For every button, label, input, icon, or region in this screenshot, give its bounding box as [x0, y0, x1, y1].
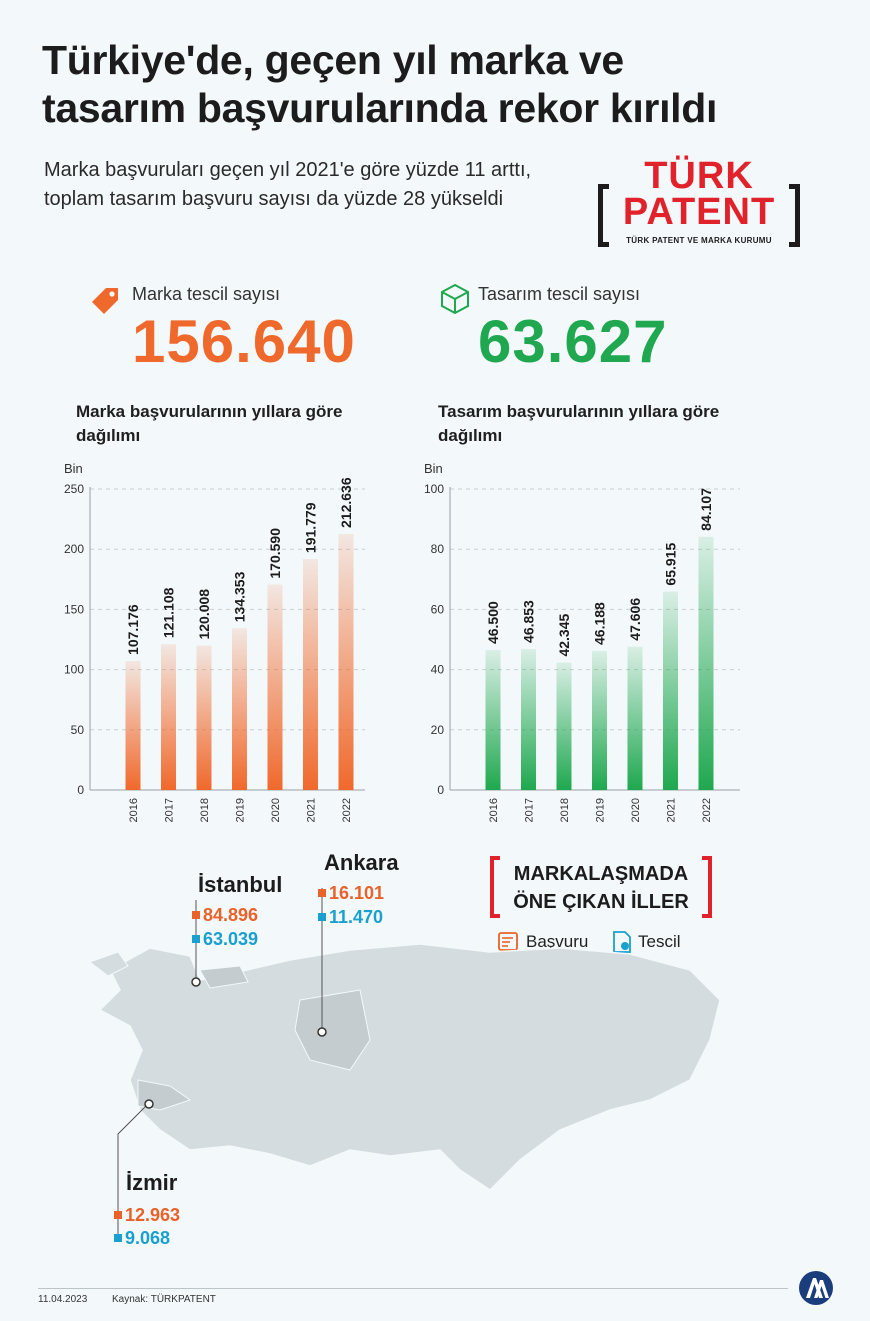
x-tick-label: 2022 — [341, 798, 353, 822]
bar-2020 — [627, 646, 643, 790]
bar-value-label: 46.500 — [485, 601, 501, 644]
cube-icon — [441, 283, 469, 315]
page-title: Türkiye'de, geçen yıl marka ve tasarım b… — [42, 36, 842, 132]
bar-2016 — [485, 650, 501, 790]
aa-logo-icon — [799, 1271, 833, 1305]
x-tick-label: 2020 — [270, 798, 282, 822]
x-tick-label: 2018 — [559, 798, 571, 822]
bar-2021 — [663, 591, 678, 790]
y-tick-label: 200 — [64, 542, 84, 556]
marka-stat-value: 156.640 — [132, 308, 356, 375]
y-tick-label: 40 — [431, 663, 445, 677]
x-tick-label: 2016 — [488, 798, 500, 822]
x-tick-label: 2021 — [306, 798, 318, 822]
y-tick-label: 0 — [77, 783, 84, 797]
title-line-2: tasarım başvurularında rekor kırıldı — [42, 85, 718, 131]
legend-basvuru: Başvuru — [526, 932, 589, 951]
y-tick-label: 150 — [64, 602, 84, 616]
y-axis-unit-label: Bin — [424, 461, 443, 476]
footer-date: 11.04.2023 — [38, 1294, 88, 1305]
y-tick-label: 0 — [437, 783, 444, 797]
bar-2022 — [338, 533, 354, 790]
bar-value-label: 212.636 — [338, 477, 354, 528]
tasarim-bar-chart: Bin 0 20 40 60 80 100 46.500 2016 46.853 2017 42.34… — [424, 461, 740, 822]
bar-2020 — [267, 584, 283, 790]
tescil-icon — [613, 931, 631, 953]
bar-2019 — [592, 650, 607, 790]
tag-icon — [92, 288, 118, 314]
marka-stat-label: Marka tescil sayısı — [132, 284, 281, 304]
y-axis-unit-label: Bin — [64, 461, 83, 476]
y-tick-label: 250 — [64, 482, 84, 496]
istanbul-basvuru: 84.896 — [192, 905, 258, 926]
bar-2018 — [196, 645, 212, 790]
bar-value-label: 170.590 — [267, 528, 283, 579]
turk-patent-logo: TÜRK PATENT TÜRK PATENT VE MARKA KURUMU — [598, 156, 800, 248]
bar-value-label: 121.108 — [161, 587, 177, 638]
tasarim-stat-label: Tasarım tescil sayısı — [478, 284, 641, 304]
bar-value-label: 120.008 — [196, 589, 212, 640]
x-tick-label: 2019 — [235, 798, 247, 822]
bar-value-label: 65.915 — [663, 543, 679, 586]
x-tick-label: 2016 — [128, 798, 140, 822]
bar-value-label: 46.853 — [521, 600, 537, 643]
istanbul-tescil: 63.039 — [192, 929, 258, 950]
bar-2017 — [521, 648, 536, 790]
marka-chart-title: Marka başvurularının yıllara göre dağılı… — [76, 402, 343, 445]
x-tick-label: 2017 — [524, 798, 536, 822]
y-tick-label: 100 — [64, 663, 84, 677]
bar-value-label: 47.606 — [627, 598, 643, 641]
bar-2022 — [698, 536, 714, 790]
izmir-basvuru: 12.963 — [114, 1205, 180, 1226]
x-tick-label: 2019 — [595, 798, 607, 822]
subtitle: Marka başvuruları geçen yıl 2021'e göre … — [44, 159, 532, 210]
tasarim-chart-title: Tasarım başvurularının yıllara göre dağı… — [438, 402, 720, 445]
ankara-tescil: 11.470 — [318, 907, 383, 928]
bar-2019 — [232, 628, 247, 790]
x-tick-label: 2021 — [666, 798, 678, 822]
izmir-name: İzmir — [126, 1170, 178, 1195]
y-tick-label: 20 — [431, 723, 445, 737]
basvuru-icon — [498, 932, 518, 951]
bar-value-label: 84.107 — [698, 488, 714, 531]
x-tick-label: 2017 — [164, 798, 176, 822]
bar-value-label: 134.353 — [232, 571, 248, 622]
turkey-map — [90, 943, 721, 1191]
bar-2016 — [125, 660, 141, 790]
bar-value-label: 107.176 — [125, 604, 141, 655]
tasarim-stat-value: 63.627 — [478, 308, 668, 375]
bar-2021 — [303, 559, 318, 790]
legend-title-1: MARKALAŞMADA — [513, 863, 689, 885]
y-tick-label: 80 — [431, 542, 445, 556]
footer-divider — [38, 1288, 788, 1289]
x-tick-label: 2020 — [630, 798, 642, 822]
bar-value-label: 42.345 — [556, 614, 572, 657]
bar-2018 — [556, 662, 572, 790]
legend-box: MARKALAŞMADA ÖNE ÇIKAN İLLER — [490, 856, 712, 918]
x-tick-label: 2022 — [701, 798, 713, 822]
bar-value-label: 46.188 — [592, 602, 608, 645]
izmir-tescil: 9.068 — [114, 1228, 170, 1249]
title-line-1: Türkiye'de, geçen yıl marka ve — [42, 37, 624, 83]
footer-source: Kaynak: TÜRKPATENT — [112, 1294, 216, 1305]
bar-value-label: 191.779 — [303, 502, 319, 553]
istanbul-name: İstanbul — [198, 872, 283, 897]
marka-bar-chart: Bin 0 50 100 150 200 250 107.176 2016 121.108 2017… — [64, 461, 365, 822]
x-tick-label: 2018 — [199, 798, 211, 822]
ankara-basvuru: 16.101 — [318, 883, 384, 904]
y-tick-label: 100 — [424, 482, 444, 496]
bar-2017 — [161, 644, 176, 790]
legend-title-2: ÖNE ÇIKAN İLLER — [513, 891, 689, 913]
y-tick-label: 50 — [71, 723, 85, 737]
ankara-name: Ankara — [324, 850, 399, 875]
legend-tescil: Tescil — [638, 932, 681, 951]
y-tick-label: 60 — [431, 602, 445, 616]
